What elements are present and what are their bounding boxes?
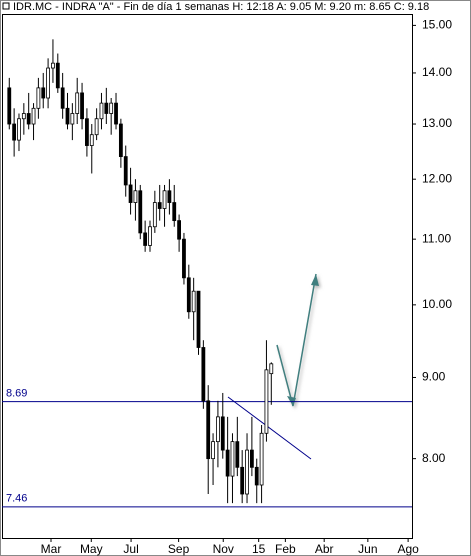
candle-body (211, 441, 215, 460)
candle-body (51, 62, 55, 69)
y-tick-label: 11.00 (422, 231, 451, 245)
trend-line (227, 396, 312, 460)
x-tick-label: Mar (41, 542, 62, 556)
candle-body (41, 87, 46, 99)
candle-body (133, 190, 138, 203)
candle-body (269, 363, 274, 375)
x-tick-label: Ago (397, 542, 419, 556)
level-label: 7.46 (6, 493, 27, 505)
candle-body (31, 107, 36, 125)
candle-body (230, 441, 235, 477)
candle-body (157, 202, 162, 209)
candle-body (138, 190, 143, 234)
candle-body (249, 449, 254, 468)
candle-body (36, 87, 41, 109)
y-tick-label: 9.00 (422, 370, 446, 384)
candle-body (167, 190, 172, 203)
candle-body (55, 62, 60, 89)
candle-body (21, 113, 26, 120)
candle-body (94, 118, 99, 136)
candle-body (12, 123, 17, 141)
y-tick-label: 14.00 (422, 65, 452, 79)
x-tick-label: Feb (275, 542, 296, 556)
y-tick-label: 13.00 (422, 116, 452, 130)
candle-body (75, 92, 80, 114)
candle-body (70, 113, 75, 125)
x-tick-label: Jul (123, 542, 138, 556)
candle-body (85, 118, 89, 146)
forecast-arrow (276, 273, 319, 407)
candle-body (201, 347, 206, 402)
legend-icon (2, 2, 10, 10)
candle-body (46, 67, 50, 99)
y-tick-label: 8.00 (422, 451, 446, 465)
plot-area (2, 14, 413, 539)
candle-body (99, 102, 104, 120)
candle-body (104, 102, 109, 114)
candle-body (89, 134, 94, 146)
candle-body (118, 123, 123, 157)
candle-body (26, 113, 31, 125)
x-tick-label: Nov (213, 542, 234, 556)
candle-body (114, 102, 118, 125)
candle-body (65, 107, 70, 125)
candle-body (196, 290, 201, 348)
candle-body (225, 449, 230, 477)
candle-body (17, 118, 21, 141)
candle-body (143, 232, 148, 246)
candle-body (177, 220, 182, 240)
candle-body (220, 416, 225, 451)
candle-body (254, 466, 259, 486)
x-tick-label: May (80, 542, 103, 556)
candle-body (240, 466, 245, 495)
candle-body (245, 449, 249, 495)
level-label: 8.69 (6, 388, 27, 400)
candle-body (60, 87, 65, 109)
y-tick-label: 15.00 (422, 18, 452, 32)
candle-body (206, 400, 211, 460)
x-tick-label: Jun (358, 542, 377, 556)
candle-body (235, 441, 240, 468)
candle-body (80, 92, 84, 120)
y-tick-label: 12.00 (422, 171, 452, 185)
candle-body (148, 226, 152, 246)
candle-body (7, 87, 12, 125)
candle-body (186, 277, 191, 313)
candle-body (152, 202, 157, 228)
candle-body (259, 432, 264, 486)
candle-body (128, 184, 133, 203)
candle-body (123, 156, 128, 186)
x-tick-label: 15 (252, 542, 266, 556)
chart-title: IDR.MC - INDRA "A" - Fin de día 1 semana… (13, 1, 429, 13)
candle-body (264, 369, 269, 434)
candle-body (182, 238, 186, 279)
x-tick-label: Abr (315, 542, 334, 556)
y-tick-label: 10.00 (422, 297, 452, 311)
candle-body (191, 290, 196, 313)
candle-body (216, 416, 220, 443)
candle-body (172, 202, 177, 222)
candle-body (162, 190, 167, 209)
candle-body (109, 102, 114, 114)
x-tick-label: Sep (168, 542, 190, 556)
